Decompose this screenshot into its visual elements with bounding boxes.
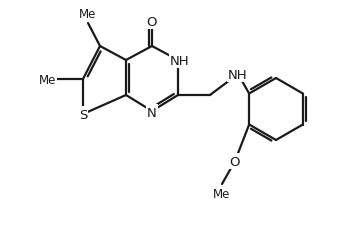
Text: O: O (147, 15, 157, 28)
Text: Me: Me (213, 187, 231, 200)
Text: S: S (79, 108, 87, 121)
Text: N: N (147, 106, 157, 119)
Text: NH: NH (228, 68, 248, 81)
Text: NH: NH (170, 54, 190, 67)
Text: O: O (230, 155, 240, 168)
Text: Me: Me (39, 73, 56, 86)
Text: Me: Me (79, 8, 97, 21)
